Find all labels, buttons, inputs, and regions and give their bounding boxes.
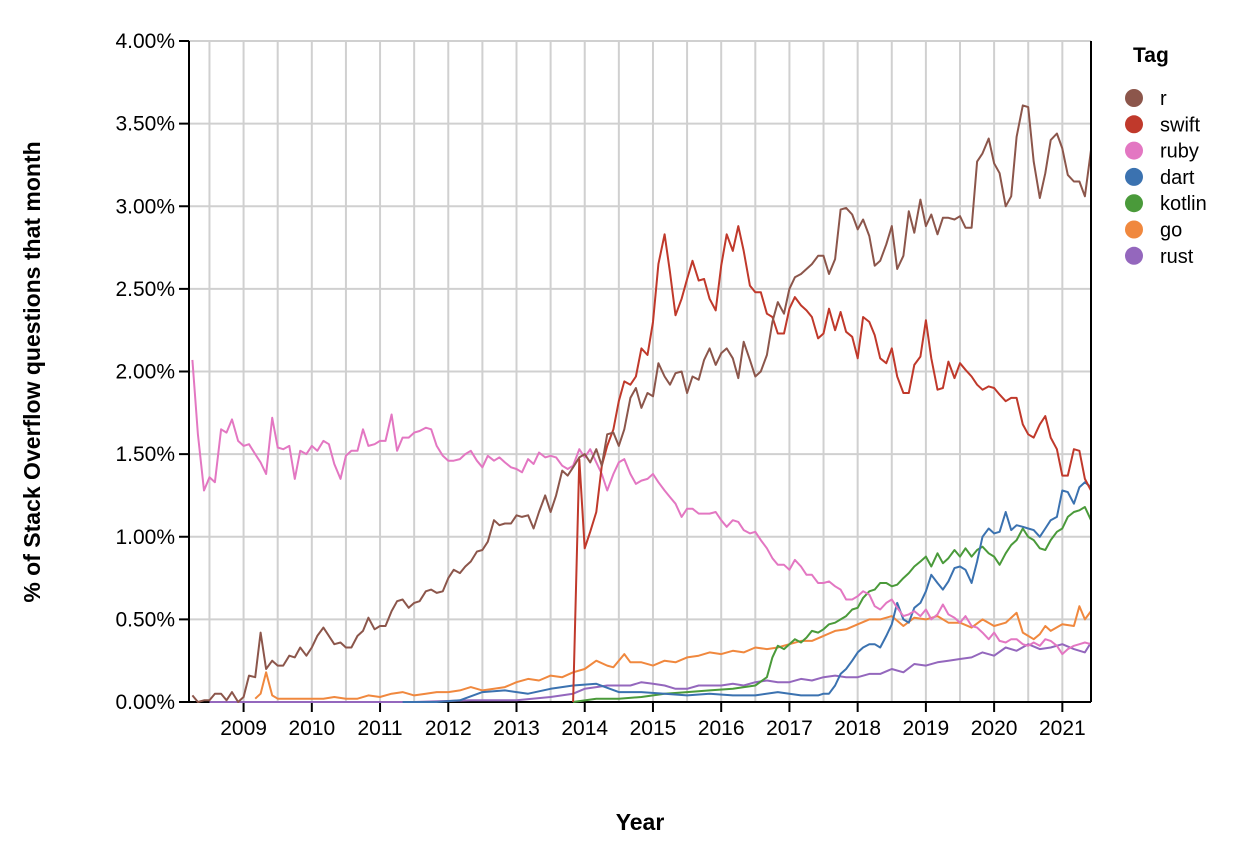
y-tick-label: 4.00%: [115, 30, 175, 53]
y-axis-title: % of Stack Overflow questions that month: [19, 141, 45, 602]
y-tick-label: 0.00%: [115, 691, 175, 714]
x-tick-label: 2013: [493, 717, 540, 740]
legend-label-swift: swift: [1160, 114, 1200, 136]
y-tick-label: 1.00%: [115, 526, 175, 549]
x-tick-label: 2011: [357, 717, 402, 740]
x-tick-label: 2015: [630, 717, 677, 740]
x-tick-label: 2009: [220, 717, 267, 740]
y-tick-label: 2.00%: [115, 361, 175, 384]
legend-label-r: r: [1160, 88, 1167, 110]
series-line-swift: [572, 225, 1092, 703]
legend-swatch-r: [1125, 89, 1143, 107]
legend-label-kotlin: kotlin: [1160, 193, 1207, 215]
series-layer: [191, 104, 1092, 703]
x-axis: 2009 2010 2011 2012 2013 2014 2015 2016 2017 2018…: [189, 701, 1091, 740]
series-line-rust: [209, 626, 1092, 703]
x-tick-label: 2010: [288, 717, 335, 740]
x-tick-label: 2017: [766, 717, 813, 740]
legend-label-dart: dart: [1160, 167, 1195, 189]
x-tick-label: 2016: [698, 717, 745, 740]
series-line-ruby: [191, 359, 1092, 656]
x-tick-label: 2014: [561, 717, 608, 740]
legend-swatch-ruby: [1125, 141, 1143, 160]
series-line-dart: [402, 481, 1092, 703]
legend-swatch-kotlin: [1125, 194, 1143, 213]
x-tick-label: 2018: [834, 717, 881, 740]
y-tick-label: 3.00%: [115, 195, 175, 218]
grid-lines: [189, 40, 1091, 703]
y-axis: 0.00% 0.50% 1.00% 1.50% 2.00% 2.50% 3.00% 3.50%…: [115, 30, 190, 714]
series-line-go: [254, 604, 1092, 700]
x-tick-label: 2019: [903, 717, 950, 740]
legend: Tag r swift ruby dart kotlin go rust: [1125, 44, 1207, 268]
legend-swatch-dart: [1125, 167, 1143, 186]
legend-label-rust: rust: [1160, 246, 1194, 268]
legend-swatch-go: [1125, 220, 1143, 239]
x-tick-label: 2021: [1039, 717, 1086, 740]
y-tick-label: 1.50%: [115, 443, 175, 466]
legend-label-go: go: [1160, 220, 1182, 242]
legend-label-ruby: ruby: [1160, 141, 1199, 163]
series-line-r: [191, 104, 1092, 703]
legend-swatch-rust: [1125, 246, 1143, 265]
series-line-kotlin: [572, 497, 1092, 703]
y-tick-label: 3.50%: [115, 113, 175, 136]
legend-title: Tag: [1133, 44, 1169, 67]
legend-swatch-swift: [1125, 115, 1143, 134]
y-tick-label: 0.50%: [115, 608, 175, 631]
x-tick-label: 2020: [971, 717, 1018, 740]
x-tick-label: 2012: [425, 717, 472, 740]
y-tick-label: 2.50%: [115, 278, 175, 301]
x-axis-title: Year: [616, 809, 665, 835]
